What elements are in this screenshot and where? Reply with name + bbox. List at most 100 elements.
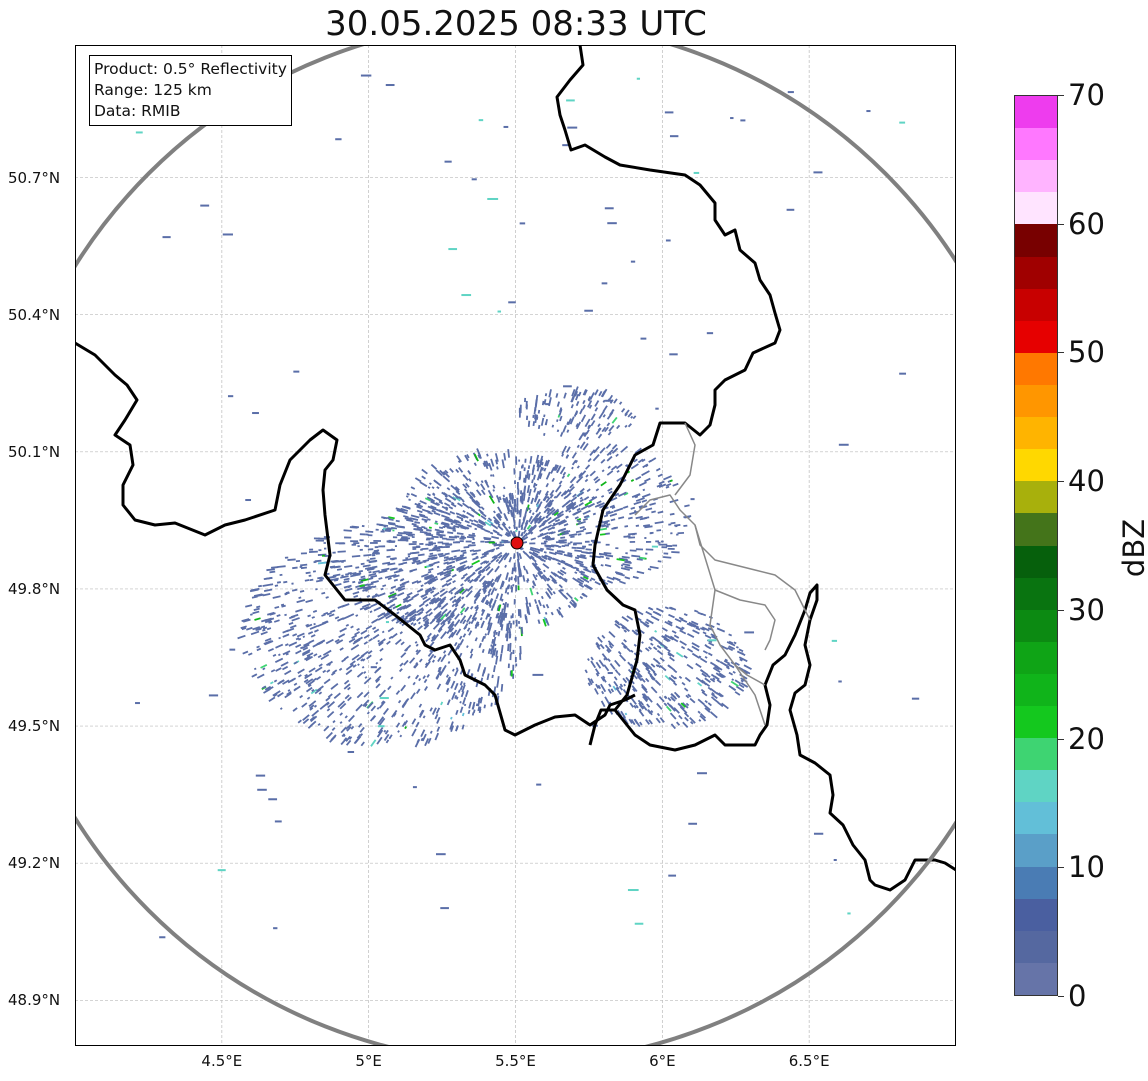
echo-cell <box>584 500 593 507</box>
echo-cell <box>535 498 541 506</box>
echo-cell <box>517 609 520 617</box>
echo-cell <box>412 541 417 543</box>
echo-cell <box>466 511 475 518</box>
echo-cell <box>442 475 451 483</box>
map-canvas <box>75 45 956 1046</box>
echo-cell <box>631 554 641 558</box>
echo-cell <box>305 623 310 627</box>
echo-cell <box>459 681 463 686</box>
echo-cell <box>622 645 627 650</box>
echo-cell <box>594 478 601 484</box>
echo-cell <box>674 524 681 527</box>
echo-cell <box>466 585 474 592</box>
echo-cell <box>674 617 682 623</box>
echo-cell <box>566 446 571 453</box>
echo-cell <box>459 615 467 624</box>
border-north-east <box>555 45 782 746</box>
echo-cell <box>557 610 564 618</box>
colorbar-tick <box>1058 996 1064 997</box>
colorbar-segment <box>1015 962 1057 995</box>
echo-cell <box>343 580 350 584</box>
echo-cell <box>448 506 454 510</box>
echo-cell <box>545 515 549 519</box>
echo-cell <box>519 471 522 479</box>
echo-cell <box>557 528 566 533</box>
echo-cell <box>430 498 436 503</box>
echo-cell <box>282 679 290 685</box>
echo-cell <box>412 622 417 627</box>
echo-cell <box>558 520 567 526</box>
echo-cell <box>717 701 724 708</box>
echo-cell <box>358 581 361 585</box>
echo-cell <box>645 540 652 543</box>
echo-cell <box>366 654 372 660</box>
echo-cell <box>613 509 618 513</box>
echo-cell <box>633 510 637 513</box>
echo-cell <box>606 455 613 462</box>
echo-cell <box>635 704 639 709</box>
echo-cell <box>535 515 542 523</box>
echo-cell <box>467 709 471 715</box>
echo-cell <box>490 558 497 563</box>
echo-cell <box>683 524 688 527</box>
echo-cell <box>582 399 586 405</box>
echo-cell <box>471 552 478 556</box>
echo-cell <box>307 614 311 618</box>
echo-cell <box>521 464 524 468</box>
echo-cell <box>528 515 533 523</box>
echo-cell <box>424 520 428 523</box>
echo-cell <box>524 397 527 403</box>
echo-cell <box>338 667 343 671</box>
echo-cell <box>664 606 669 610</box>
echo-cell <box>558 576 562 580</box>
echo-cell <box>250 630 260 636</box>
echo-cell <box>595 672 600 677</box>
echo-cell <box>570 598 578 606</box>
echo-cell <box>325 638 334 645</box>
echo-cell <box>431 535 439 539</box>
echo-cell <box>601 388 608 398</box>
echo-cell <box>310 688 318 695</box>
echo-cell <box>433 561 440 565</box>
echo-cell <box>531 479 534 484</box>
echo-cell <box>607 672 613 675</box>
echo-cell <box>540 595 544 600</box>
echo-cell <box>479 696 483 704</box>
echo-cell <box>280 661 289 667</box>
echo-cell <box>326 612 332 616</box>
echo-cell <box>268 696 276 702</box>
echo-cell <box>159 936 166 939</box>
echo-cell <box>661 627 668 632</box>
colorbar-segment <box>1015 866 1057 899</box>
echo-cell <box>522 536 529 541</box>
echo-cell <box>429 641 435 647</box>
echo-cell <box>571 546 577 549</box>
echo-cell <box>414 640 418 644</box>
echo-cell <box>380 700 385 705</box>
echo-cell <box>691 642 700 648</box>
echo-cell <box>578 580 584 586</box>
echo-cell <box>386 640 391 645</box>
border-luxembourg <box>613 583 956 892</box>
echo-cell <box>588 504 593 508</box>
latitude-label: 50.1°N <box>8 442 61 461</box>
echo-cell <box>680 618 688 623</box>
echo-cell <box>572 493 577 498</box>
echo-cell <box>543 507 550 514</box>
echo-cell <box>497 558 504 565</box>
echo-cell <box>460 576 465 580</box>
echo-cell <box>435 670 442 680</box>
echo-cell <box>446 627 452 635</box>
echo-cell <box>370 739 377 747</box>
echo-cell <box>646 703 651 708</box>
echo-cell <box>460 536 467 539</box>
echo-cell <box>472 556 479 561</box>
echo-cell <box>317 722 321 727</box>
echo-cell <box>592 512 597 516</box>
echo-cell <box>636 610 644 616</box>
echo-cell <box>636 77 641 80</box>
echo-cell <box>406 533 415 536</box>
echo-cell <box>395 519 400 523</box>
echo-cell <box>669 135 679 138</box>
echo-cell <box>392 536 398 539</box>
